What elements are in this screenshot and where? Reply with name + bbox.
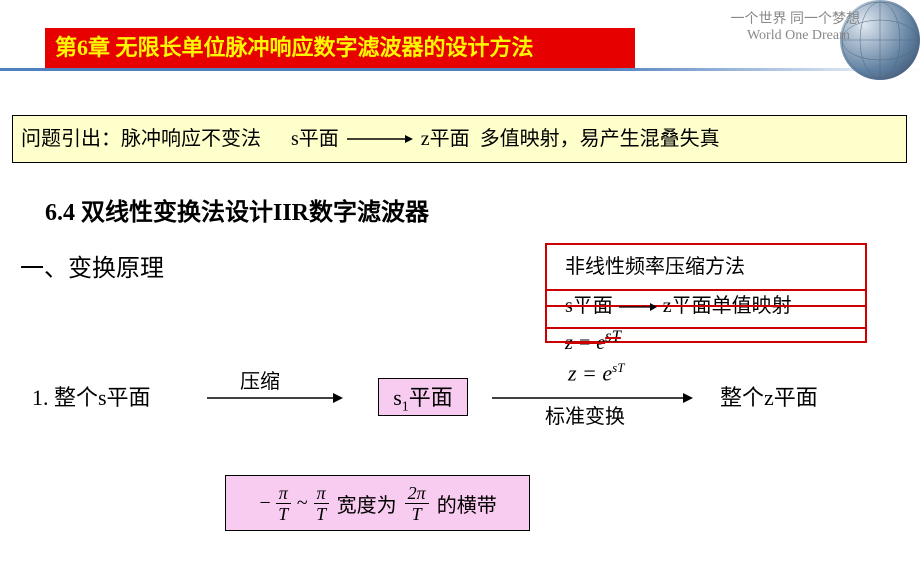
subsection-title: 一、变换原理 <box>20 248 164 283</box>
arrow-compress-icon <box>205 390 345 406</box>
frac-pi-over-t-2: π T <box>314 484 329 523</box>
method-z-plane-map: z平面单值映射 <box>663 295 792 317</box>
formula-z-eq: z = e <box>568 360 612 385</box>
problem-z-plane: z平面 <box>421 115 470 163</box>
frac-num-2pi: 2π <box>405 484 429 504</box>
problem-prefix: 问题引出：脉冲响应不变法 <box>21 115 261 163</box>
s1-plane-box: s1平面 <box>378 378 468 416</box>
step1-label: 1. 整个s平面 <box>32 380 151 412</box>
formula-z-equals-e-st: z = esT <box>568 360 624 386</box>
band-suffix: 的横带 <box>437 489 497 518</box>
method-mapping-box: s平面 z平面单值映射 z = esT <box>545 291 867 343</box>
problem-suffix: 多值映射，易产生混叠失真 <box>480 115 720 163</box>
arrow-std-icon <box>490 390 695 406</box>
problem-intro-box: 问题引出：脉冲响应不变法 s平面 z平面 多值映射，易产生混叠失真 <box>12 115 907 163</box>
frac-num-pi2: π <box>314 484 329 504</box>
method-formula-z: z = e <box>565 332 605 354</box>
method-s-plane: s平面 <box>565 295 613 317</box>
method-nonlinear-box: 非线性频率压缩方法 <box>545 243 867 291</box>
arrow-right-icon <box>345 132 415 146</box>
formula-z-eq-sup: sT <box>612 360 624 375</box>
header-tagline-cn: 一个世界 同一个梦想 <box>731 8 861 28</box>
band-formula-box: − π T ~ π T 宽度为 2π T 的横带 <box>225 475 530 531</box>
neg-sign: − <box>258 492 272 515</box>
width-label: 宽度为 <box>337 489 397 518</box>
frac-pi-over-t-1: π T <box>276 484 291 523</box>
arrow-right-icon <box>618 301 658 313</box>
whole-z-plane-label: 整个z平面 <box>720 380 818 412</box>
frac-den-t: T <box>278 504 288 523</box>
tilde: ~ <box>297 492 308 515</box>
frac-num-pi: π <box>276 484 291 504</box>
frac-2pi-over-t: 2π T <box>405 484 429 523</box>
header-underline <box>0 68 920 71</box>
method-formula-sup: sT <box>605 326 621 345</box>
problem-s-plane: s平面 <box>291 115 339 163</box>
section-title: 6.4 双线性变换法设计IIR数字滤波器 <box>45 192 429 227</box>
frac-den-t2: T <box>316 504 326 523</box>
chapter-title: 第6章 无限长单位脉冲响应数字滤波器的设计方法 <box>45 28 635 68</box>
header-tagline-en: World One Dream <box>747 28 850 44</box>
frac-den-t3: T <box>412 504 422 523</box>
method-box-group: 非线性频率压缩方法 s平面 z平面单值映射 z = esT <box>545 243 867 343</box>
